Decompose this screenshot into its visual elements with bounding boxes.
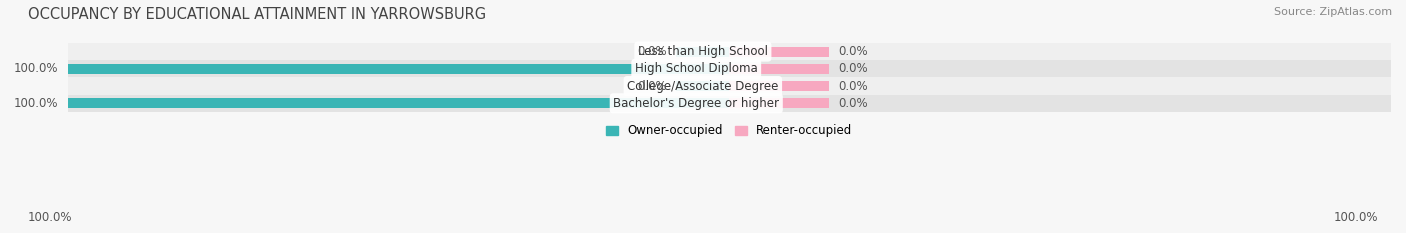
- Text: 0.0%: 0.0%: [838, 62, 868, 75]
- Bar: [730, 47, 828, 57]
- Text: Source: ZipAtlas.com: Source: ZipAtlas.com: [1274, 7, 1392, 17]
- Text: Bachelor's Degree or higher: Bachelor's Degree or higher: [613, 97, 779, 110]
- Text: 100.0%: 100.0%: [13, 62, 58, 75]
- Bar: [67, 98, 730, 108]
- Text: 0.0%: 0.0%: [838, 80, 868, 93]
- Bar: [67, 43, 1391, 60]
- Text: 0.0%: 0.0%: [838, 97, 868, 110]
- Bar: [676, 47, 730, 57]
- Bar: [676, 81, 730, 91]
- Text: College/Associate Degree: College/Associate Degree: [627, 80, 779, 93]
- Text: 100.0%: 100.0%: [1333, 211, 1378, 224]
- Bar: [67, 60, 1391, 77]
- Text: OCCUPANCY BY EDUCATIONAL ATTAINMENT IN YARROWSBURG: OCCUPANCY BY EDUCATIONAL ATTAINMENT IN Y…: [28, 7, 486, 22]
- Bar: [730, 64, 828, 74]
- Text: 100.0%: 100.0%: [28, 211, 73, 224]
- Bar: [67, 77, 1391, 95]
- Bar: [67, 95, 1391, 112]
- Text: 0.0%: 0.0%: [637, 45, 666, 58]
- Text: High School Diploma: High School Diploma: [636, 62, 758, 75]
- Text: 100.0%: 100.0%: [13, 97, 58, 110]
- Bar: [67, 64, 730, 74]
- Text: 0.0%: 0.0%: [838, 45, 868, 58]
- Bar: [730, 81, 828, 91]
- Bar: [730, 98, 828, 108]
- Text: 0.0%: 0.0%: [637, 80, 666, 93]
- Legend: Owner-occupied, Renter-occupied: Owner-occupied, Renter-occupied: [602, 120, 858, 142]
- Text: Less than High School: Less than High School: [638, 45, 768, 58]
